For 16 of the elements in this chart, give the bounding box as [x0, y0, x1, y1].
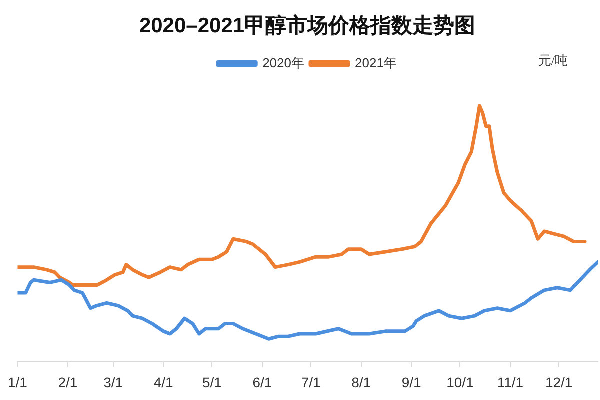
y-axis-title: 元/吨 [538, 53, 568, 68]
chart-title: 2020–2021甲醇市场价格指数走势图 [139, 13, 476, 38]
x-tick-label: 1/1 [8, 374, 28, 390]
legend-label: 2021年 [355, 55, 397, 70]
x-tick-label: 6/1 [252, 374, 272, 390]
x-tick-label: 8/1 [352, 374, 372, 390]
x-tick-label: 12/1 [545, 374, 573, 390]
x-tick-label: 7/1 [301, 374, 322, 390]
x-tick-label: 10/1 [446, 374, 474, 390]
x-tick-label: 5/1 [202, 374, 222, 390]
x-tick-label: 3/1 [104, 374, 124, 390]
x-tick-label: 4/1 [154, 374, 174, 390]
x-tick-label: 2/1 [58, 374, 78, 390]
x-tick-label: 9/1 [402, 374, 422, 390]
legend-label: 2020年 [262, 55, 304, 70]
x-tick-label: 11/1 [497, 374, 524, 390]
